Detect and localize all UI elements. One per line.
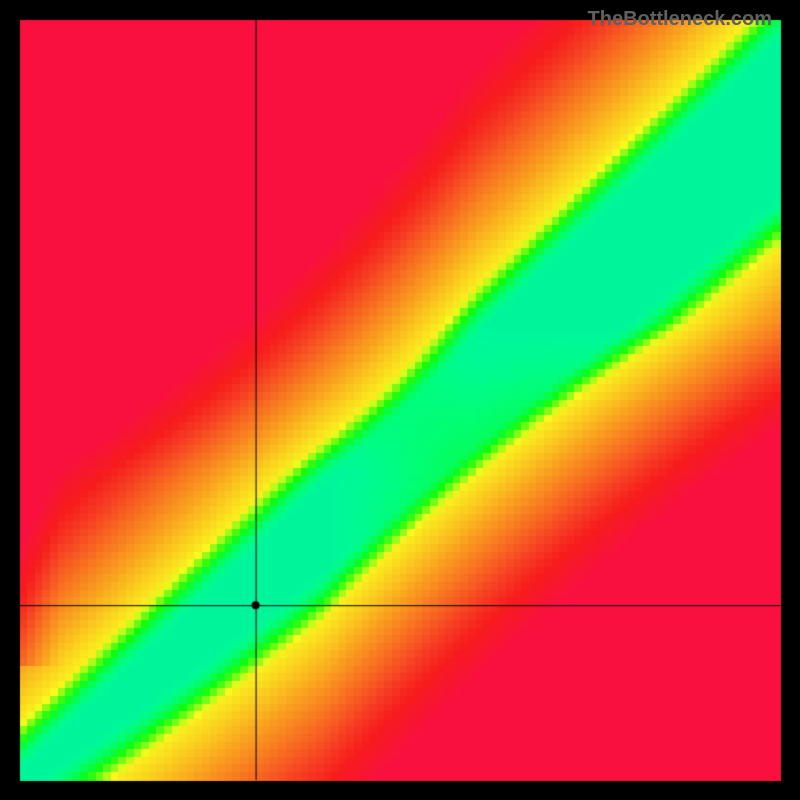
heatmap-canvas	[0, 0, 800, 800]
watermark-text: TheBottleneck.com	[588, 8, 772, 31]
chart-container: TheBottleneck.com	[0, 0, 800, 800]
